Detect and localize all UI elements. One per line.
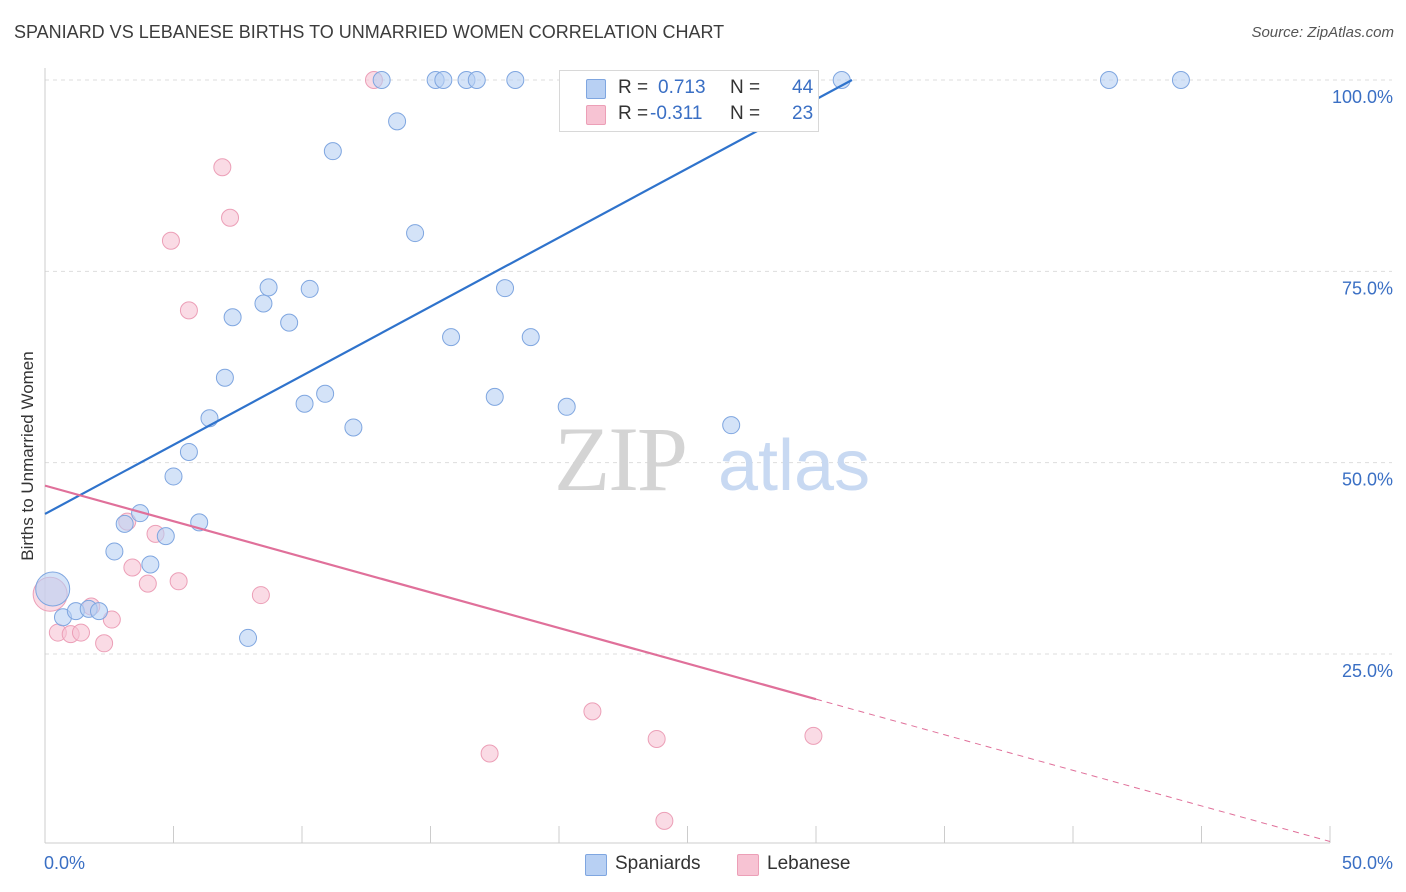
legend-r-lebanese: -0.311 bbox=[650, 103, 703, 124]
correlation-legend: R = 0.713 N = 44 R = -0.311 N = 23 bbox=[559, 70, 819, 132]
spaniard-point bbox=[557, 397, 576, 416]
lebanese-point bbox=[221, 208, 240, 227]
spaniard-point bbox=[295, 394, 314, 413]
lebanese-point bbox=[804, 726, 823, 745]
trendlines bbox=[44, 79, 1331, 842]
lebanese-point bbox=[138, 574, 157, 593]
spaniard-point bbox=[485, 387, 504, 406]
x-tick-max: 50.0% bbox=[1342, 853, 1393, 873]
spaniard-point bbox=[323, 142, 342, 161]
watermark-atlas: atlas bbox=[718, 426, 870, 506]
spaniards-trendline bbox=[44, 79, 853, 515]
spaniard-point bbox=[115, 514, 134, 533]
legend-swatch-lebanese bbox=[586, 105, 606, 125]
source-label: Source: ZipAtlas.com bbox=[1251, 24, 1394, 41]
spaniard-point bbox=[372, 71, 391, 89]
spaniard-point bbox=[406, 224, 425, 243]
spaniard-point bbox=[521, 328, 540, 347]
spaniard-point bbox=[35, 571, 71, 607]
legend-n-label: N = bbox=[730, 103, 761, 124]
spaniard-point bbox=[1171, 71, 1190, 89]
spaniard-point bbox=[300, 279, 319, 298]
lebanese-trendline-extension bbox=[815, 698, 1331, 842]
spaniard-point bbox=[442, 328, 461, 347]
legend-n-label: N = bbox=[730, 77, 761, 98]
spaniard-point bbox=[344, 418, 363, 437]
spaniard-point bbox=[215, 368, 234, 387]
legend-swatch-spaniards bbox=[586, 79, 606, 99]
lebanese-point bbox=[583, 702, 602, 721]
watermark: ZIP atlas bbox=[554, 408, 870, 510]
spaniard-point bbox=[1099, 71, 1118, 89]
spaniard-point bbox=[388, 112, 407, 131]
spaniard-points bbox=[35, 71, 1190, 647]
spaniard-point bbox=[254, 294, 273, 313]
spaniard-point bbox=[496, 279, 515, 298]
legend-r-label: R = bbox=[618, 77, 649, 98]
spaniard-point bbox=[179, 442, 198, 461]
lebanese-point bbox=[102, 610, 121, 629]
grid bbox=[45, 79, 1392, 655]
lebanese-point bbox=[179, 301, 198, 320]
series-swatch-spaniards bbox=[585, 854, 607, 876]
y-tick-label-50: 50.0% bbox=[1342, 470, 1393, 490]
spaniard-point bbox=[223, 308, 242, 327]
series-label-lebanese: Lebanese bbox=[767, 853, 851, 874]
spaniard-point bbox=[434, 71, 453, 89]
lebanese-point bbox=[161, 231, 180, 250]
lebanese-point bbox=[647, 729, 666, 748]
lebanese-point bbox=[251, 586, 270, 605]
series-swatch-lebanese bbox=[737, 854, 759, 876]
spaniard-point bbox=[316, 384, 335, 403]
legend-r-label: R = bbox=[618, 103, 649, 124]
spaniard-point bbox=[506, 71, 525, 89]
lebanese-point bbox=[213, 158, 232, 177]
spaniard-point bbox=[722, 416, 741, 435]
legend-n-lebanese: 23 bbox=[792, 103, 814, 124]
lebanese-points bbox=[32, 71, 823, 830]
lebanese-point bbox=[123, 558, 142, 577]
lebanese-point bbox=[71, 623, 90, 642]
chart-title: SPANIARD VS LEBANESE BIRTHS TO UNMARRIED… bbox=[14, 22, 725, 42]
spaniard-point bbox=[156, 527, 175, 546]
y-tick-labels: 25.0% 50.0% 75.0% 100.0% bbox=[1332, 87, 1393, 681]
lebanese-point bbox=[480, 744, 499, 763]
lebanese-point bbox=[655, 811, 674, 830]
legend-r-spaniards: 0.713 bbox=[658, 77, 706, 98]
lebanese-point bbox=[169, 572, 188, 591]
x-tick-min: 0.0% bbox=[44, 853, 85, 873]
y-tick-label-25: 25.0% bbox=[1342, 661, 1393, 681]
spaniard-point bbox=[259, 278, 278, 297]
spaniard-point bbox=[164, 467, 183, 486]
series-label-spaniards: Spaniards bbox=[615, 853, 701, 874]
spaniard-point bbox=[239, 628, 258, 647]
y-axis-label: Births to Unmarried Women bbox=[18, 351, 37, 560]
lebanese-trendline bbox=[44, 484, 817, 701]
spaniard-point bbox=[141, 555, 160, 574]
spaniard-point bbox=[89, 602, 108, 621]
legend-n-spaniards: 44 bbox=[792, 77, 814, 98]
axes bbox=[44, 68, 1331, 844]
spaniard-point bbox=[280, 313, 299, 332]
spaniard-point bbox=[467, 71, 486, 89]
y-tick-label-100: 100.0% bbox=[1332, 87, 1393, 107]
y-tick-label-75: 75.0% bbox=[1342, 278, 1393, 298]
lebanese-point bbox=[95, 634, 114, 653]
spaniard-point bbox=[105, 542, 124, 561]
watermark-zip: ZIP bbox=[554, 408, 686, 510]
spaniard-point bbox=[200, 409, 219, 428]
